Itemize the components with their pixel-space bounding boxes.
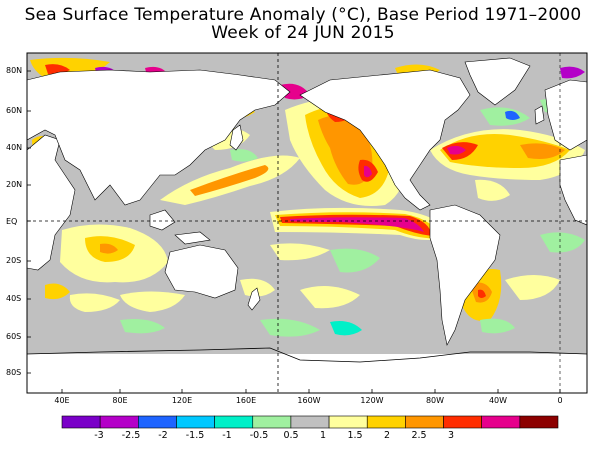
greenland-land	[464, 57, 531, 106]
colorbar-swatch	[481, 415, 521, 429]
colorbar-swatch	[138, 415, 177, 429]
australia-land	[164, 244, 239, 299]
lat-label-80s: 80S	[6, 368, 22, 377]
colorbar-label: 3	[447, 430, 455, 441]
antarctica-coastline	[27, 347, 587, 363]
europe-land	[544, 79, 587, 151]
lon-label-120w: 120W	[360, 396, 384, 405]
lat-label-40s: 40S	[6, 294, 22, 303]
south-america-land	[429, 204, 501, 346]
lat-label-60s: 60S	[6, 332, 22, 341]
lat-label-80n: 80N	[6, 66, 23, 75]
colorbar-swatch	[99, 415, 139, 429]
lat-label-60n: 60N	[6, 106, 23, 115]
colorbar-swatch	[61, 415, 101, 429]
lon-label-80w: 80W	[425, 396, 445, 405]
continents	[27, 57, 587, 346]
colorbar-label: -2.5	[121, 430, 141, 441]
map-subtitle: Week of 24 JUN 2015	[211, 23, 395, 43]
british-isles-land	[534, 105, 545, 125]
lon-label-40e: 40E	[54, 396, 70, 405]
lon-label-160w: 160W	[297, 396, 321, 405]
colorbar-swatch	[290, 415, 330, 429]
colorbar-label: 0.5	[283, 430, 299, 441]
colorbar-swatch	[176, 415, 215, 429]
lat-label-20n: 20N	[6, 180, 23, 189]
colorbar-label: -1.5	[185, 430, 205, 441]
colorbar-label: -1	[222, 430, 232, 441]
colorbar-label: -2	[158, 430, 168, 441]
borneo-land	[149, 209, 176, 231]
map-title: Sea Surface Temperature Anomaly (°C), Ba…	[24, 5, 582, 25]
colorbar	[61, 415, 559, 429]
japan-land	[229, 124, 244, 151]
map-frame	[26, 52, 588, 394]
lat-label-40n: 40N	[6, 143, 23, 152]
colorbar-label: 1	[319, 430, 327, 441]
north-america-land	[299, 69, 471, 211]
axis-ticks	[27, 70, 561, 393]
colorbar-label: -3	[94, 430, 104, 441]
colorbar-swatch	[328, 415, 368, 429]
colorbar-swatch	[405, 415, 444, 429]
lat-label-20s: 20S	[6, 256, 22, 265]
colorbar-swatch	[443, 415, 482, 429]
lon-label-40w: 40W	[488, 396, 508, 405]
colorbar-swatch	[214, 415, 254, 429]
colorbar-swatch	[519, 415, 559, 429]
new-zealand-land	[247, 287, 261, 311]
colorbar-label: 1.5	[347, 430, 363, 441]
lon-label-160e: 160E	[235, 396, 257, 405]
lat-label-eq: EQ	[6, 217, 18, 226]
new-guinea-land	[174, 231, 211, 245]
colorbar-swatch	[252, 415, 292, 429]
lon-label-80e: 80E	[112, 396, 128, 405]
colorbar-label: 2	[383, 430, 391, 441]
colorbar-swatch	[366, 415, 406, 429]
colorbar-label: -0.5	[249, 430, 269, 441]
lon-label-120e: 120E	[171, 396, 193, 405]
colorbar-label: 2.5	[411, 430, 427, 441]
lon-label-0: 0	[557, 396, 563, 405]
eurasia-land	[27, 69, 291, 206]
